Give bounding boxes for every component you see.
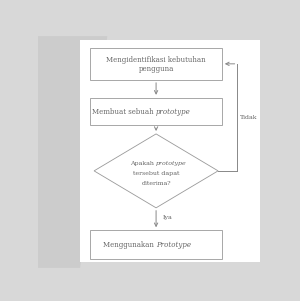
Text: Menggunakan: Menggunakan	[103, 241, 156, 249]
Text: Apakah: Apakah	[130, 161, 156, 166]
Text: prototype: prototype	[156, 107, 191, 116]
Text: prototype: prototype	[156, 161, 187, 166]
Text: Iya: Iya	[162, 215, 172, 219]
Text: Tidak: Tidak	[240, 115, 257, 120]
FancyBboxPatch shape	[80, 40, 260, 262]
Text: tersebut dapat: tersebut dapat	[133, 172, 179, 176]
Polygon shape	[38, 36, 107, 268]
FancyBboxPatch shape	[90, 48, 222, 80]
Polygon shape	[94, 134, 218, 208]
Text: Membuat sebuah: Membuat sebuah	[92, 107, 156, 116]
Text: diterima?: diterima?	[141, 182, 171, 186]
Text: pengguna: pengguna	[138, 65, 174, 73]
Text: Prototype: Prototype	[156, 241, 191, 249]
FancyBboxPatch shape	[90, 98, 222, 126]
FancyBboxPatch shape	[90, 230, 222, 259]
Text: Mengidentifikasi kebutuhan: Mengidentifikasi kebutuhan	[106, 56, 206, 64]
